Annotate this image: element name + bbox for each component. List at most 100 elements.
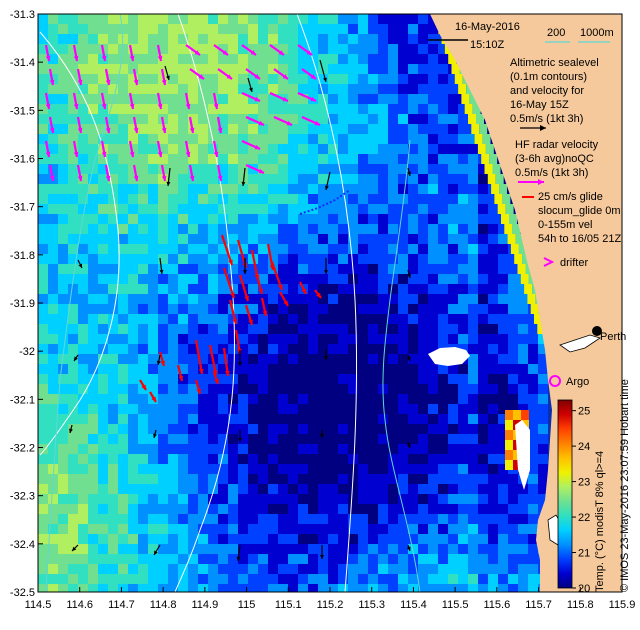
sst-pixel [108, 234, 118, 244]
sst-pixel [348, 164, 358, 174]
sst-pixel [88, 404, 98, 414]
sst-pixel [458, 314, 468, 324]
sst-pixel [48, 304, 58, 314]
sst-pixel [58, 584, 68, 592]
sst-pixel [78, 384, 88, 394]
sst-pixel [268, 404, 278, 414]
sst-pixel [328, 494, 338, 504]
sst-pixel [188, 104, 198, 114]
sst-pixel [148, 314, 158, 324]
sst-pixel [298, 354, 308, 364]
sst-pixel [218, 204, 228, 214]
sst-pixel [318, 34, 328, 44]
sst-pixel [158, 344, 168, 354]
sst-pixel [338, 264, 348, 274]
sst-pixel [528, 524, 538, 534]
sst-pixel [68, 464, 78, 474]
sst-pixel [108, 54, 118, 64]
sst-pixel [538, 384, 548, 394]
radar-arrow [216, 116, 223, 134]
sst-pixel [248, 104, 258, 114]
sst-pixel [278, 584, 288, 592]
altimetry-arrow [324, 258, 328, 274]
sst-pixel [238, 194, 248, 204]
sst-pixel [478, 294, 488, 304]
sst-pixel [298, 84, 308, 94]
sst-pixel [468, 404, 478, 414]
sst-pixel [248, 474, 258, 484]
sst-pixel [48, 74, 58, 84]
sst-pixel [38, 94, 48, 104]
sst-pixel [328, 94, 338, 104]
sst-pixel [248, 424, 258, 434]
sst-pixel [238, 324, 248, 334]
altimetry-arrow [247, 77, 253, 93]
sst-pixel [98, 524, 108, 534]
sst-pixel [208, 64, 218, 74]
sst-pixel [228, 464, 238, 474]
sst-pixel [288, 44, 298, 54]
sst-pixel [138, 204, 148, 214]
sst-pixel [478, 224, 488, 234]
radar-arrow [269, 44, 285, 56]
sst-pixel [348, 144, 358, 154]
sst-pixel [188, 484, 198, 494]
sst-pixel [328, 324, 338, 334]
sst-pixel [248, 304, 258, 314]
sst-pixel [518, 374, 528, 384]
sst-pixel [118, 54, 128, 64]
sst-pixel [308, 554, 318, 564]
sst-pixel [148, 54, 158, 64]
sst-pixel [438, 144, 448, 154]
sst-pixel [338, 124, 348, 134]
sst-pixel [298, 294, 308, 304]
sst-pixel [38, 474, 48, 484]
sst-pixel [238, 284, 248, 294]
coastal-sst-pixel [514, 254, 523, 264]
sst-pixel [428, 484, 438, 494]
altimetry-arrow [236, 544, 241, 562]
sst-pixel [48, 554, 58, 564]
sst-pixel [398, 564, 408, 574]
sst-pixel [308, 284, 318, 294]
sst-pixel [168, 274, 178, 284]
sst-pixel [338, 504, 348, 514]
altimetry-arrow-head [154, 550, 158, 555]
sst-pixel [108, 494, 118, 504]
sst-pixel [378, 284, 388, 294]
sst-pixel [488, 514, 498, 524]
sst-pixel [198, 64, 208, 74]
sst-pixel [68, 134, 78, 144]
sst-pixel [388, 394, 398, 404]
sst-pixel [258, 144, 268, 154]
sst-pixel [238, 74, 248, 84]
sst-pixel [378, 434, 388, 444]
sst-pixel [348, 74, 358, 84]
sst-pixel [288, 124, 298, 134]
glider-arrow [222, 267, 236, 299]
sst-pixel [358, 484, 368, 494]
sst-pixel [398, 194, 408, 204]
sst-pixel [388, 404, 398, 414]
sst-pixel [98, 104, 108, 114]
sst-pixel [458, 544, 468, 554]
sst-pixel [108, 24, 118, 34]
sst-pixel [188, 364, 198, 374]
sst-pixel [98, 34, 108, 44]
sst-pixel [388, 154, 398, 164]
sst-pixel [478, 434, 488, 444]
sst-pixel [268, 474, 278, 484]
sst-pixel [48, 574, 58, 584]
sst-pixel [208, 374, 218, 384]
sst-pixel [268, 504, 278, 514]
sst-pixel [148, 24, 158, 34]
sst-pixel [228, 14, 238, 24]
sst-pixel [108, 484, 118, 494]
sst-pixel [168, 144, 178, 154]
sst-pixel [268, 204, 278, 214]
sst-pixel [288, 394, 298, 404]
sst-pixel [138, 504, 148, 514]
glider-arrow-shaft [208, 344, 218, 376]
sst-pixel [198, 154, 208, 164]
sst-pixel [498, 324, 508, 334]
